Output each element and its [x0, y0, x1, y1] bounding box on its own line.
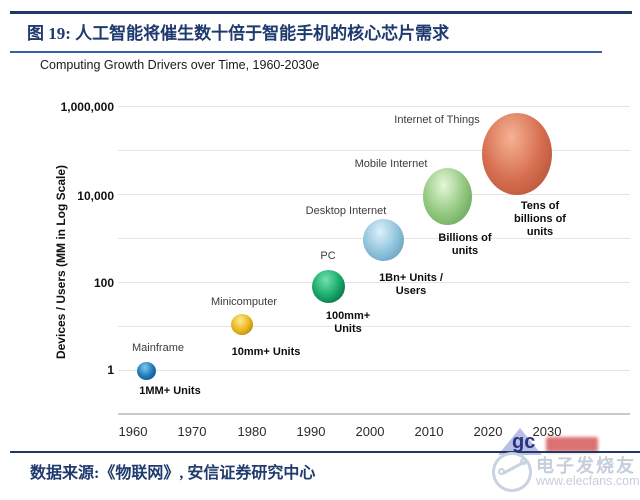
units-desktop-internet: 1Bn+ Units / Users [379, 272, 443, 297]
x-tick-1980: 1980 [237, 424, 267, 439]
elecfans-watermark-name: 电子发烧友 [536, 456, 636, 476]
y-tick-1: 1 [107, 363, 114, 377]
x-tick-1990: 1990 [296, 424, 326, 439]
bubble-minicomputer [231, 314, 253, 335]
x-tick-2000: 2000 [355, 424, 385, 439]
figure-title: 图 19: 人工智能将催生数十倍于智能手机的核心芯片需求 [27, 24, 450, 43]
gc-watermark-logo: gc [512, 431, 536, 453]
gridline-100000 [118, 150, 630, 151]
x-tick-2020: 2020 [473, 424, 503, 439]
gridline-10000 [118, 194, 630, 195]
gridline-1000000 [118, 106, 630, 107]
header-top-rule [10, 11, 632, 14]
x-tick-1960: 1960 [118, 424, 148, 439]
units-minicomputer: 10mm+ Units [231, 346, 301, 358]
gridline-100 [118, 282, 630, 283]
label-desktop-internet: Desktop Internet [305, 205, 387, 217]
label-minicomputer: Minicomputer [210, 296, 278, 308]
gridline-10 [118, 326, 630, 327]
units-mobile-internet: Billions of units [438, 232, 492, 257]
y-tick-100: 100 [93, 276, 114, 290]
y-tick-1000000: 1,000,000 [60, 100, 114, 114]
elecfans-watermark-url: www.elecfans.com [536, 474, 640, 488]
gridline-1 [118, 370, 630, 371]
elecfans-logo-dot [498, 468, 505, 475]
elecfans-logo-icon [492, 452, 532, 492]
x-tick-2010: 2010 [414, 424, 444, 439]
bubble-pc [312, 270, 345, 303]
units-internet-of-things: Tens of billions of units [514, 200, 566, 238]
gc-watermark-triangle [498, 428, 542, 455]
units-pc: 100mm+ Units [325, 310, 371, 335]
bubble-desktop-internet [363, 219, 404, 261]
gc-watermark-red-blur [546, 437, 598, 452]
x-axis-line [118, 413, 630, 415]
units-mainframe: 1MM+ Units [139, 385, 201, 397]
x-tick-1970: 1970 [177, 424, 207, 439]
bubble-internet-of-things [482, 113, 552, 195]
bubble-mobile-internet [423, 168, 472, 225]
label-internet-of-things: Internet of Things [394, 114, 480, 126]
y-tick-10000: 10,000 [77, 189, 114, 203]
footer-rule [10, 451, 640, 453]
bubble-mainframe [137, 362, 156, 380]
data-source-text: 数据来源:《物联网》, 安信证券研究中心 [30, 465, 316, 482]
elecfans-logo-dot [520, 458, 527, 465]
chart-title: Computing Growth Drivers over Time, 1960… [40, 58, 320, 72]
label-pc: PC [320, 250, 336, 262]
header-underline [10, 51, 602, 53]
label-mobile-internet: Mobile Internet [354, 158, 428, 170]
label-mainframe: Mainframe [132, 342, 184, 354]
